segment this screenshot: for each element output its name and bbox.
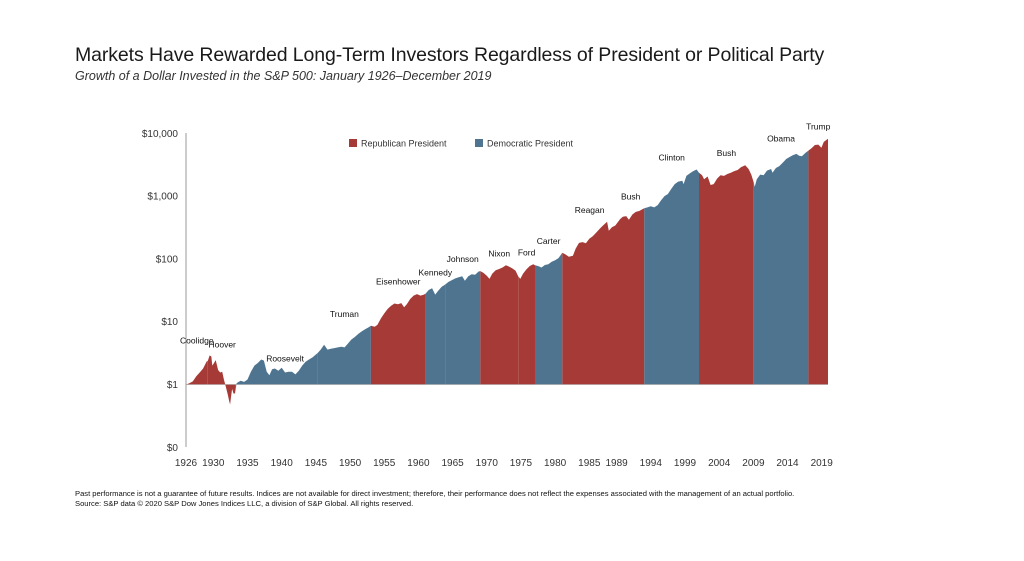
president-label-johnson: Johnson: [447, 254, 479, 264]
x-tick-label: 1985: [578, 458, 601, 469]
legend-swatch-democratic: [475, 139, 483, 147]
term-area-reagan-10: [562, 221, 617, 385]
y-tick-label: $1: [167, 380, 179, 391]
x-tick-label: 1926: [175, 458, 198, 469]
x-tick-label: 2009: [742, 458, 765, 469]
legend-label-republican: Republican President: [361, 139, 447, 149]
president-label-kennedy: Kennedy: [419, 268, 453, 278]
x-tick-label: 1950: [339, 458, 362, 469]
president-label-clinton: Clinton: [658, 153, 685, 163]
president-label-nixon: Nixon: [488, 248, 510, 258]
x-tick-label: 1960: [407, 458, 430, 469]
disclaimer-text: Past performance is not a guarantee of f…: [75, 489, 795, 498]
term-area-coolidge-0: [186, 360, 208, 385]
x-tick-label: 1965: [441, 458, 464, 469]
x-tick-label: 1955: [373, 458, 396, 469]
term-area-obama-14: [753, 150, 809, 385]
term-area-clinton-12: [644, 169, 699, 385]
x-tick-label: 1970: [476, 458, 499, 469]
page-subtitle: Growth of a Dollar Invested in the S&P 5…: [75, 69, 492, 83]
x-tick-label: 1930: [202, 458, 225, 469]
y-tick-label: $10: [161, 317, 178, 328]
term-area-eisenhower-4: [370, 293, 426, 385]
president-label-trump: Trump: [806, 122, 831, 132]
chart-axes: $0 $1 $10 $100 $1,000 $10,000 1926 1930 1935 1940…: [142, 129, 833, 469]
y-tick-label: $1,000: [147, 192, 178, 203]
x-tick-label: 1945: [305, 458, 328, 469]
x-tick-label: 2004: [708, 458, 731, 469]
footnote: Past performance is not a guarantee of f…: [75, 489, 794, 509]
legend-label-democratic: Democratic President: [487, 139, 574, 149]
y-tick-label: $10,000: [142, 129, 179, 140]
term-area-hoover-1: [207, 355, 235, 405]
y-tick-label: $100: [156, 254, 179, 265]
term-area-nixon-7: [480, 265, 519, 385]
term-area-johnson-6: [445, 271, 481, 385]
president-label-roosevelt: Roosevelt: [266, 354, 304, 364]
president-label-eisenhower: Eisenhower: [376, 277, 421, 287]
x-tick-label: 2014: [776, 458, 799, 469]
x-tick-label: 1980: [544, 458, 567, 469]
president-label-reagan: Reagan: [575, 205, 605, 215]
term-area-roosevelt-2: [235, 352, 318, 394]
x-tick-label: 1935: [236, 458, 259, 469]
president-label-coolidge: Coolidge: [180, 336, 214, 346]
x-tick-label: 1940: [271, 458, 294, 469]
term-area-carter-9: [535, 252, 563, 385]
president-label-carter: Carter: [537, 236, 561, 246]
president-label-ford: Ford: [518, 247, 536, 257]
y-tick-label: $0: [167, 443, 179, 454]
president-label-bush: Bush: [621, 191, 641, 201]
page-title: Markets Have Rewarded Long-Term Investor…: [75, 44, 825, 66]
x-tick-label: 1975: [510, 458, 533, 469]
legend-swatch-republican: [349, 139, 357, 147]
president-label-truman: Truman: [330, 309, 359, 319]
term-area-ford-8: [518, 264, 535, 385]
president-label-obama: Obama: [767, 134, 795, 144]
term-area-bush-13: [699, 165, 754, 385]
x-tick-label: 1999: [674, 458, 697, 469]
chart-legend: Republican President Democratic President: [349, 139, 574, 149]
x-tick-label: 1994: [640, 458, 663, 469]
x-tick-label: 2019: [811, 458, 834, 469]
president-label-hoover: Hoover: [208, 340, 236, 350]
x-tick-label: 1989: [605, 458, 628, 469]
president-label-bush: Bush: [717, 148, 737, 158]
chart-areas: [186, 138, 828, 405]
term-area-truman-3: [317, 325, 371, 385]
term-area-trump-15: [808, 138, 828, 385]
term-area-kennedy-5: [425, 284, 446, 385]
term-area-bush-11: [617, 208, 645, 385]
source-text: Source: S&P data © 2020 S&P Dow Jones In…: [75, 499, 414, 508]
